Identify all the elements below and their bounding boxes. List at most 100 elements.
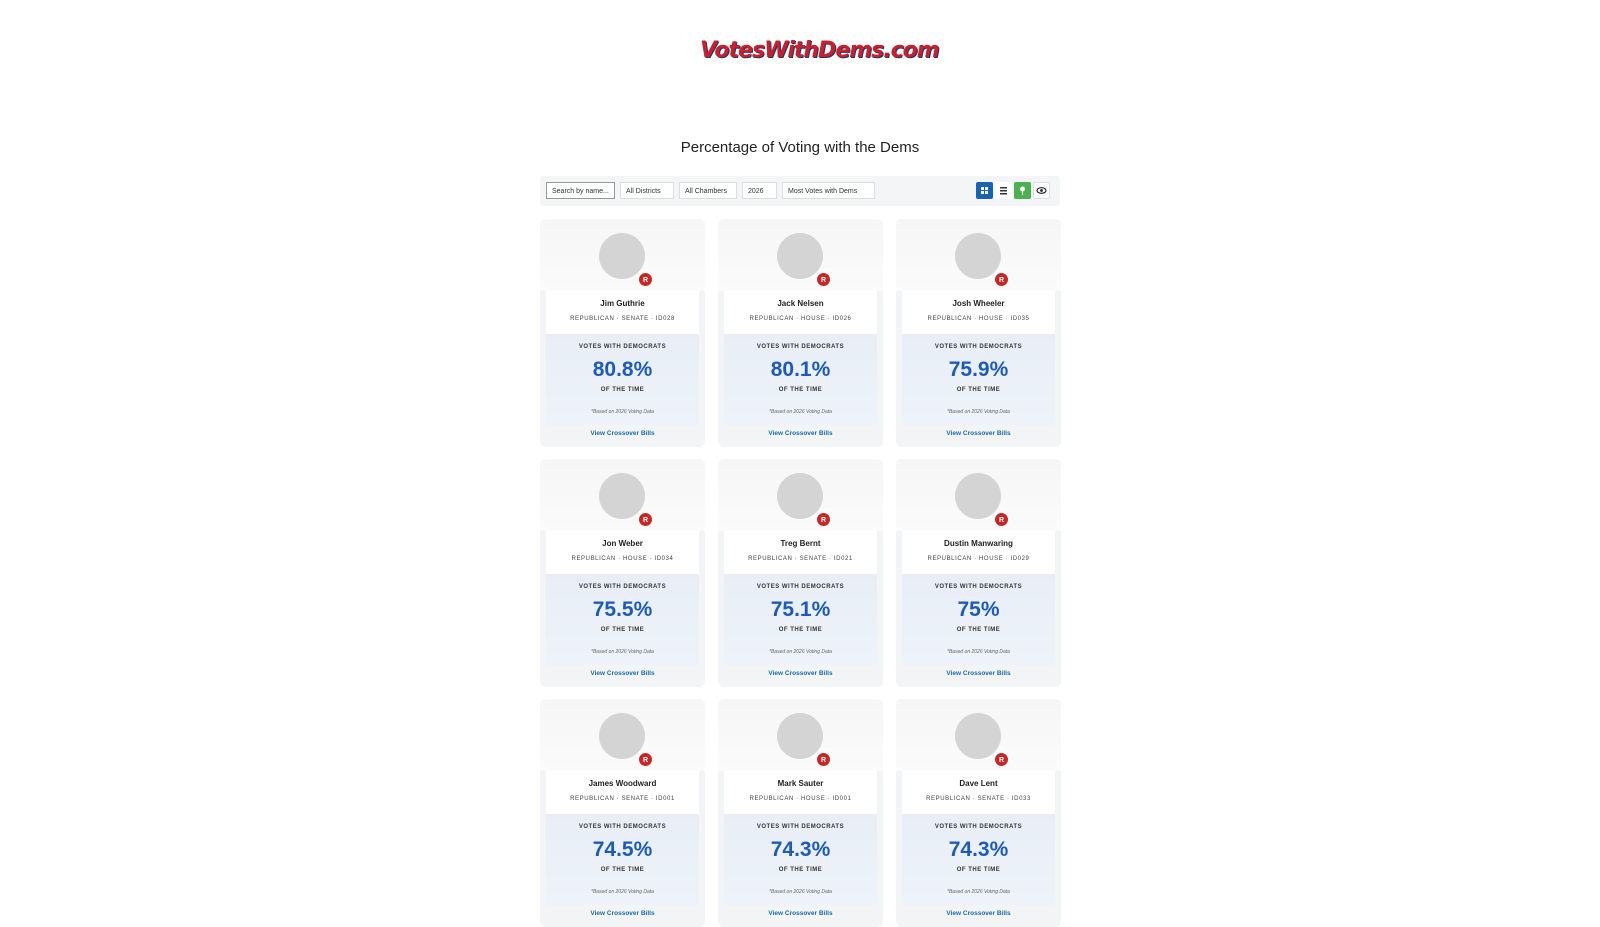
vote-percentage: 74.3% — [948, 838, 1009, 861]
vote-percentage: 74.3% — [770, 838, 831, 861]
crossover-link[interactable]: View Crossover Bills — [768, 430, 833, 437]
data-note: *Based on 2026 Voting Data — [769, 889, 832, 895]
legislator-meta: REPUBLICAN · HOUSE · ID034 — [571, 556, 674, 562]
page-title: Percentage of Voting with the Dems — [680, 139, 920, 156]
stat-suffix: OF THE TIME — [600, 867, 645, 873]
crossover-link[interactable]: View Crossover Bills — [768, 670, 833, 677]
search-input[interactable]: Search by name... — [546, 182, 615, 199]
avatar — [777, 233, 823, 279]
party-badge: R — [816, 512, 831, 527]
legislator-card: R Josh Wheeler REPUBLICAN · HOUSE · ID035 V… — [896, 219, 1061, 447]
legislator-card: R Dustin Manwaring REPUBLICAN · HOUSE · ID… — [896, 459, 1061, 687]
party-badge: R — [638, 272, 653, 287]
legislator-name: James Woodward — [588, 779, 657, 788]
legislator-meta: REPUBLICAN · SENATE · ID021 — [748, 556, 853, 562]
stat-box — [546, 334, 699, 425]
legislator-name: Dave Lent — [959, 779, 998, 788]
avatar — [777, 473, 823, 519]
crossover-link[interactable]: View Crossover Bills — [946, 670, 1011, 677]
party-badge: R — [638, 512, 653, 527]
stat-box — [902, 574, 1055, 665]
legislator-name: Jack Nelsen — [777, 299, 824, 308]
crossover-link[interactable]: View Crossover Bills — [768, 910, 833, 917]
legislator-name: Mark Sauter — [777, 779, 824, 788]
stat-label: VOTES WITH DEMOCRATS — [934, 344, 1023, 350]
chamber-select[interactable]: All Chambers — [679, 182, 737, 199]
grid-icon — [981, 187, 988, 194]
stat-suffix: OF THE TIME — [956, 627, 1001, 633]
vote-percentage: 75.9% — [948, 358, 1009, 381]
avatar — [599, 473, 645, 519]
grid-view-button[interactable] — [976, 182, 993, 199]
stat-box — [724, 814, 877, 905]
legislator-name: Josh Wheeler — [952, 299, 1005, 308]
crossover-link[interactable]: View Crossover Bills — [590, 910, 655, 917]
pin-icon — [1020, 186, 1025, 195]
data-note: *Based on 2026 Voting Data — [947, 409, 1010, 415]
avatar — [599, 713, 645, 759]
stat-box — [902, 814, 1055, 905]
stat-suffix: OF THE TIME — [956, 387, 1001, 393]
vote-percentage: 74.5% — [592, 838, 653, 861]
crossover-link[interactable]: View Crossover Bills — [946, 430, 1011, 437]
stat-label: VOTES WITH DEMOCRATS — [756, 344, 845, 350]
legislator-meta: REPUBLICAN · SENATE · ID001 — [570, 796, 675, 802]
district-select[interactable]: All Districts — [620, 182, 674, 199]
avatar — [777, 713, 823, 759]
legislator-card: R Jim Guthrie REPUBLICAN · SENATE · ID028 V… — [540, 219, 705, 447]
data-note: *Based on 2026 Voting Data — [769, 649, 832, 655]
stat-label: VOTES WITH DEMOCRATS — [578, 824, 667, 830]
list-icon — [1000, 187, 1007, 195]
visibility-button[interactable] — [1033, 182, 1050, 199]
stat-label: VOTES WITH DEMOCRATS — [756, 584, 845, 590]
data-note: *Based on 2026 Voting Data — [591, 409, 654, 415]
legislator-meta: REPUBLICAN · HOUSE · ID026 — [749, 316, 852, 322]
legislator-meta: REPUBLICAN · HOUSE · ID001 — [749, 796, 852, 802]
legislator-meta: REPUBLICAN · HOUSE · ID035 — [927, 316, 1030, 322]
data-note: *Based on 2026 Voting Data — [769, 409, 832, 415]
avatar — [955, 713, 1001, 759]
data-note: *Based on 2026 Voting Data — [591, 649, 654, 655]
party-badge: R — [994, 752, 1009, 767]
sort-select[interactable]: Most Votes with Dems — [782, 182, 875, 199]
data-note: *Based on 2026 Voting Data — [947, 649, 1010, 655]
stat-label: VOTES WITH DEMOCRATS — [756, 824, 845, 830]
map-view-button[interactable] — [1014, 182, 1031, 199]
page: {"header": {"logo": "VotesWithDems.com",… — [540, 38, 1061, 927]
legislator-meta: REPUBLICAN · HOUSE · ID029 — [927, 556, 1030, 562]
crossover-link[interactable]: View Crossover Bills — [590, 430, 655, 437]
list-view-button[interactable] — [995, 182, 1012, 199]
stat-box — [724, 334, 877, 425]
legislator-card: R Mark Sauter REPUBLICAN · HOUSE · ID001 VO… — [718, 699, 883, 927]
stat-suffix: OF THE TIME — [600, 627, 645, 633]
party-badge: R — [994, 512, 1009, 527]
legislator-name: Jim Guthrie — [600, 299, 645, 308]
logo[interactable]: VotesWithDems.com — [700, 38, 940, 78]
legislator-card: R Jack Nelsen REPUBLICAN · HOUSE · ID026 VO… — [718, 219, 883, 447]
vote-percentage: 75.1% — [770, 598, 831, 621]
toolbar: Search by name... All Districts All Cham… — [540, 176, 1060, 206]
stat-box — [546, 574, 699, 665]
vote-percentage: 75.5% — [592, 598, 653, 621]
legislator-card: R Jon Weber REPUBLICAN · HOUSE · ID034 VOTE… — [540, 459, 705, 687]
legislator-card: R Dave Lent REPUBLICAN · SENATE · ID033 VOT… — [896, 699, 1061, 927]
logo-text: VotesWithDems.com — [700, 38, 940, 63]
vote-percentage: 80.8% — [592, 358, 653, 381]
stat-suffix: OF THE TIME — [600, 387, 645, 393]
legislator-meta: REPUBLICAN · SENATE · ID033 — [926, 796, 1031, 802]
crossover-link[interactable]: View Crossover Bills — [946, 910, 1011, 917]
legislator-meta: REPUBLICAN · SENATE · ID028 — [570, 316, 675, 322]
legislator-name: Jon Weber — [602, 539, 643, 548]
stat-label: VOTES WITH DEMOCRATS — [578, 584, 667, 590]
legislator-card: R Treg Bernt REPUBLICAN · SENATE · ID021 VO… — [718, 459, 883, 687]
party-badge: R — [638, 752, 653, 767]
legislator-card: R James Woodward REPUBLICAN · SENATE · ID0… — [540, 699, 705, 927]
year-select[interactable]: 2026 — [742, 182, 777, 199]
eye-icon — [1036, 187, 1047, 194]
party-badge: R — [816, 272, 831, 287]
crossover-link[interactable]: View Crossover Bills — [590, 670, 655, 677]
stat-box — [724, 574, 877, 665]
party-badge: R — [816, 752, 831, 767]
stat-label: VOTES WITH DEMOCRATS — [578, 344, 667, 350]
stat-suffix: OF THE TIME — [778, 627, 823, 633]
